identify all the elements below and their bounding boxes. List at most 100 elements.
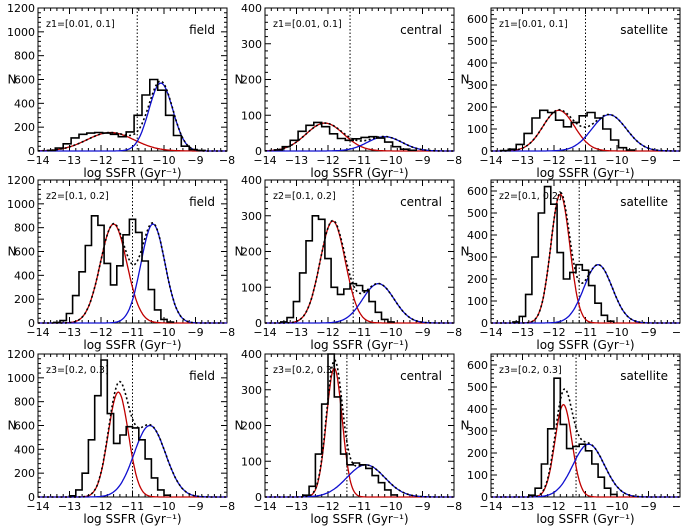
redshift-range-label: z2=[0.1, 0.2] [273,191,336,202]
y-tick-label: 100 [467,295,488,308]
total-fit [38,222,227,324]
panel-2-1: −14 −13 −12 −11 −10 −9 −8 0 100 200 300 400 log SSFR… [235,348,463,526]
histogram [46,78,206,152]
x-tick-label: −10 [379,154,402,167]
blue-cloud-fit [38,82,227,152]
y-tick-label: 200 [241,420,262,433]
y-tick-label: 1200 [7,348,35,361]
x-tick-label: −14 [253,500,276,513]
y-axis-label: N [8,245,17,259]
y-tick-label: 400 [241,348,262,361]
x-tick-label: −11 [121,326,144,339]
x-tick-label: −11 [574,500,597,513]
y-tick-label: 800 [14,50,35,63]
x-tick-label: −8 [446,326,462,339]
y-tick-label: 500 [467,207,488,220]
y-axis-label: N [8,73,17,87]
y-tick-label: 400 [14,443,35,456]
blue-cloud-fit [265,283,454,324]
x-axis-label: log SSFR (Gyr⁻¹) [83,166,181,180]
y-tick-label: 300 [241,210,262,223]
y-tick-label: 100 [467,469,488,482]
histogram [68,359,172,497]
redshift-range-label: z3=[0.2, 0.3] [46,365,109,376]
y-tick-label: 800 [14,222,35,235]
histogram [53,215,175,324]
x-tick-label: −8 [672,326,681,339]
x-tick-label: −11 [121,500,144,513]
x-tick-label: −11 [348,154,371,167]
x-tick-label: −10 [605,154,628,167]
x-tick-label: −11 [121,154,144,167]
panel-1-2: −14 −13 −12 −11 −10 −9 −8 0 100 200 300 400 500 600 lo… [461,179,681,352]
x-axis-label: log SSFR (Gyr⁻¹) [310,166,408,180]
x-tick-label: −8 [672,500,681,513]
sample-label: central [400,195,442,209]
y-tick-label: 100 [241,109,262,122]
x-tick-label: −11 [348,500,371,513]
x-tick-label: −13 [58,154,81,167]
y-tick-label: 300 [467,251,488,264]
blue-cloud-fit [491,264,680,324]
y-axis-label: N [461,245,470,259]
y-tick-label: 400 [14,269,35,282]
y-tick-label: 200 [467,273,488,286]
x-tick-label: −9 [187,154,203,167]
x-tick-label: −9 [414,154,430,167]
y-tick-label: 600 [14,246,35,259]
x-tick-label: −8 [219,500,235,513]
redshift-range-label: z1=[0.01, 0.1] [46,19,115,30]
x-tick-label: −13 [511,326,534,339]
red-sequence-fit [265,367,454,498]
x-tick-label: −8 [446,154,462,167]
sample-label: satellite [620,23,668,37]
y-tick-label: 200 [14,467,35,480]
y-tick-label: 1200 [7,2,35,15]
y-axis-label: N [235,73,244,87]
sample-label: satellite [620,195,668,209]
x-axis-label: log SSFR (Gyr⁻¹) [310,338,408,352]
sample-label: central [400,369,442,383]
total-fit [265,122,454,152]
y-tick-label: 300 [241,384,262,397]
x-axis-label: log SSFR (Gyr⁻¹) [310,512,408,526]
y-tick-label: 0 [255,145,262,158]
x-tick-label: −10 [379,500,402,513]
y-tick-label: 0 [28,145,35,158]
panel-2-0: −14 −13 −12 −11 −10 −9 −8 0 200 400 600 800 1000 1200… [7,348,235,526]
y-tick-label: 0 [255,491,262,504]
sample-label: field [189,369,215,383]
redshift-range-label: z1=[0.01, 0.1] [273,19,342,30]
total-fit [491,108,680,152]
x-tick-label: −13 [58,326,81,339]
panel-0-2: −14 −13 −12 −11 −10 −9 −8 0 100 200 300 400 500 600 lo… [461,7,681,180]
x-tick-label: −10 [605,500,628,513]
total-fit [491,191,680,324]
y-axis-label: N [235,245,244,259]
y-tick-label: 1000 [7,372,35,385]
y-axis-label: N [461,419,470,433]
x-tick-label: −8 [672,154,681,167]
x-tick-label: −9 [187,326,203,339]
y-tick-label: 0 [28,317,35,330]
x-tick-label: −12 [542,154,565,167]
x-tick-label: −13 [511,500,534,513]
y-tick-label: 400 [467,229,488,242]
x-axis-label: log SSFR (Gyr⁻¹) [536,338,634,352]
panel-0-1: −14 −13 −12 −11 −10 −9 −8 0 100 200 300 400 log SSFR… [235,2,463,180]
x-tick-label: −12 [316,326,339,339]
x-tick-label: −14 [26,500,49,513]
y-tick-label: 200 [467,447,488,460]
y-axis-label: N [461,73,470,87]
y-tick-label: 200 [14,293,35,306]
x-tick-label: −11 [574,326,597,339]
histogram [302,353,399,497]
y-tick-label: 300 [467,79,488,92]
y-tick-label: 200 [241,74,262,87]
x-tick-label: −9 [414,326,430,339]
x-tick-label: −8 [446,500,462,513]
panel-0-0: −14 −13 −12 −11 −10 −9 −8 0 200 400 600 800 1000 1200… [7,2,235,180]
y-tick-label: 600 [14,74,35,87]
y-tick-label: 0 [28,491,35,504]
y-tick-label: 100 [241,455,262,468]
